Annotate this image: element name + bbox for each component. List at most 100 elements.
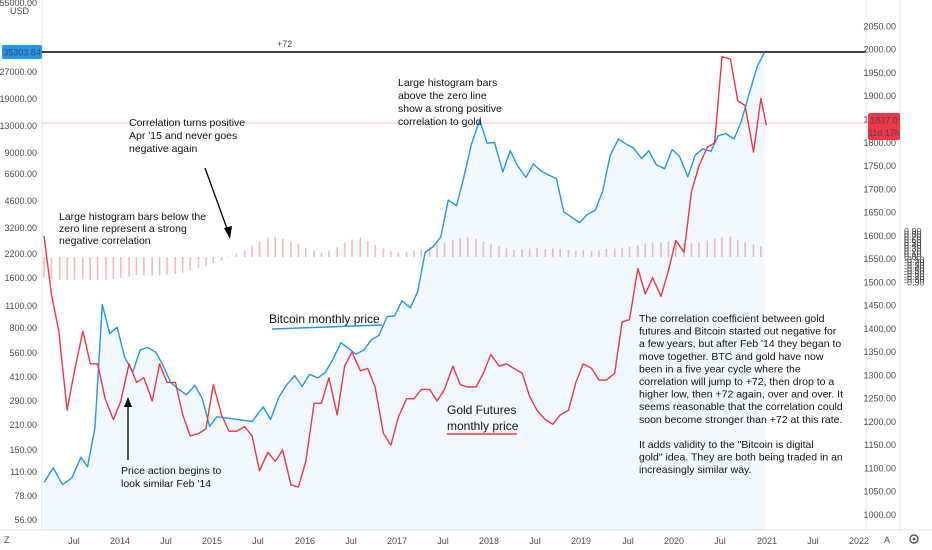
annotation-coefficient-line-4: been in a five year cycle where the [639,363,801,375]
x-tick-7: 2017 [387,536,407,546]
annotation-correlation-turns-line-0: Correlation turns positive [129,117,245,129]
gold-price-badge-text: 1837.0 [870,116,898,126]
annotation-coefficient-line-7: seems reasonable that the correlation co… [639,401,843,413]
x-tick-17: 2022 [849,536,869,546]
annotation-coefficient-line-2: a few years, but after Feb '14 they bega… [639,338,841,350]
gold-tick-0: 2050.00 [863,21,896,31]
corr-tick-2: 0.70 [904,232,922,242]
left-tick-19: 56.00 [14,515,37,525]
btc-price-badge: 35303.84 [2,45,42,59]
x-tick-9: 2018 [479,536,499,546]
gold-tick-7: 1700.00 [863,184,896,194]
correlation-axis: 0.900.800.700.600.500.400.300.200.100.00… [904,227,925,288]
corr-tick-18: -0.90 [904,277,925,287]
btc-price-badge-text: 35303.84 [3,48,41,58]
gold-tick-12: 1450.00 [863,301,896,311]
x-tick-5: 2016 [295,536,315,546]
x-tick-8: Jul [437,536,449,546]
left-tick-17: 110.00 [10,467,37,477]
left-tick-13: 410.00 [9,372,37,382]
corr-tick-11: -0.20 [904,258,925,268]
corr-tick-14: -0.50 [904,266,925,276]
time-axis: Jul 2014 Jul 2015 Jul 2016 Jul 2017 Jul 2018 Jul 20… [68,536,869,546]
corr-tick-15: -0.60 [904,269,925,279]
gold-label-line1: Gold Futures [447,403,516,417]
gold-tick-11: 1500.00 [863,277,896,287]
gold-tick-17: 1200.00 [863,417,896,427]
corr-tick-4: 0.50 [904,238,922,248]
corr-tick-10: -0.10 [904,255,925,265]
left-tick-8: 2200.00 [4,249,37,259]
annotation-large-below-line-2: negative correlation [59,235,151,247]
gold-tick-21: 1000.00 [863,510,896,520]
x-tick-1: 2014 [110,536,130,546]
corr-tick-0: 0.90 [904,227,922,237]
corr-tick-13: -0.40 [904,263,925,273]
left-tick-11: 800.00 [9,323,37,333]
corr-tick-5: 0.40 [904,241,922,251]
left-price-axis: 55000.00 27000.00 19000.00 13000.00 9000.00 6… [0,0,37,525]
annotation-large-above-line-0: Large histogram bars [398,77,497,89]
settings-icon[interactable] [909,534,919,544]
x-tick-16: Jul [807,536,819,546]
x-tick-3: 2015 [202,536,222,546]
left-tick-3: 13000.00 [0,121,37,131]
left-tick-7: 3200.00 [4,223,37,233]
peak-label: +72 [277,39,292,49]
gold-price-badge: 1837.0 11d 17h [868,113,900,140]
correlation-arrow [204,167,232,239]
price-action-arrow [124,397,132,460]
corr-tick-3: 0.60 [904,235,922,245]
annotation-coefficient-line-6: higher low, then +72 again, over and ove… [639,389,843,401]
annotation-correlation-turns-line-2: negative again [129,143,197,155]
annotation-coefficient-line-3: move together. BTC and gold have now [639,351,824,363]
x-tick-11: 2019 [571,536,591,546]
x-tick-2: Jul [160,536,172,546]
corr-tick-9: 0.00 [904,252,922,262]
annotation-large-above-line-2: show a strong positive [398,103,502,115]
x-tick-14: Jul [714,536,726,546]
annotation-coefficient-line-8: soon become stronger than +72 at this ra… [639,414,842,426]
gold-tick-6: 1750.00 [863,161,896,171]
x-tick-0: Jul [68,536,80,546]
annotation-price-action-line-0: Price action begins to [121,465,222,477]
gold-tick-15: 1300.00 [863,370,896,380]
left-tick-9: 1600.00 [4,273,37,283]
countdown-badge-text: 11d 17h [868,128,900,138]
auto-scale-label[interactable]: A [884,535,890,545]
annotation-coefficient-line-1: futures and Bitcoin started out negative… [639,326,837,338]
bitcoin-line [43,51,766,486]
left-tick-1: 27000.00 [0,67,37,77]
currency-label: USD [10,6,30,16]
gold-tick-3: 1900.00 [863,91,896,101]
corr-tick-1: 0.80 [904,229,922,239]
annotation-correlation-turns-line-1: Apr '15 and never goes [129,130,237,142]
annotation-coefficient-line-12: increasingly similar way. [639,464,751,476]
left-tick-0: 55000.00 [0,0,37,8]
zoom-z-label[interactable]: Z [4,535,10,545]
corr-tick-17: -0.80 [904,275,925,285]
annotation-large-below-line-1: zero line represent a strong [59,223,187,235]
left-tick-15: 210.00 [9,420,37,430]
annotation-coefficient-line-11: gold" idea. They are both being traded i… [639,452,843,464]
x-tick-13: 2020 [664,536,684,546]
left-tick-2: 19000.00 [0,94,37,104]
corr-tick-6: 0.30 [904,244,922,254]
gold-tick-10: 1550.00 [863,254,896,264]
gold-tick-1: 2000.00 [863,45,896,55]
left-tick-18: 78.00 [14,491,37,501]
annotation-large-above-line-1: above the zero line [398,90,487,102]
gold-tick-19: 1100.00 [864,463,896,473]
annotation-price-action-line-1: look similar Feb '14 [121,478,211,490]
gold-line [43,56,768,488]
corr-tick-12: -0.30 [904,260,925,270]
gold-tick-20: 1050.00 [863,487,896,497]
bitcoin-area-fill [44,52,765,530]
annotation-coefficient-line-10: It adds validity to the "Bitcoin is digi… [639,439,814,451]
left-tick-10: 1100.00 [5,301,37,311]
left-tick-4: 9000.00 [4,148,37,158]
left-tick-12: 560.00 [9,348,37,358]
annotation-large-below-line-0: Large histogram bars below the [59,211,206,223]
